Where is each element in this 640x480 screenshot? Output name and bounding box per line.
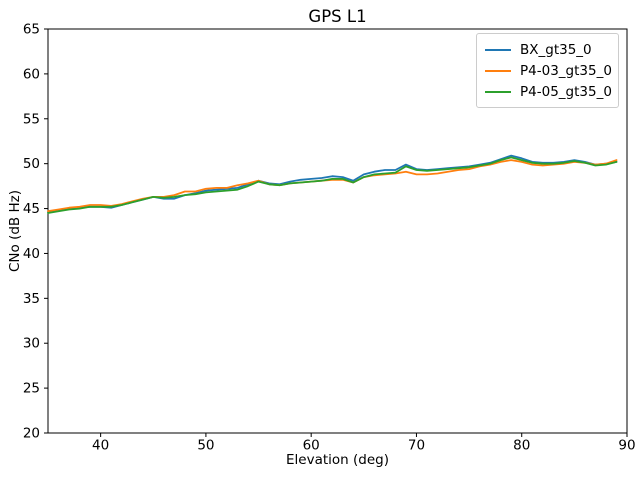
y-tick-label: 45 [23,201,40,217]
series-line-P4-05_gt35_0 [47,156,618,214]
x-tick-label: 70 [408,438,425,454]
y-tick-label: 65 [23,22,40,38]
legend-entry: P4-03_gt35_0 [485,60,612,81]
legend-line-swatch [485,90,511,93]
legend-line-swatch [485,48,511,51]
y-tick-label: 35 [23,291,40,307]
axes-frame [47,28,628,434]
y-tick-label: 40 [23,246,40,262]
y-tick-label: 55 [23,111,40,127]
x-tick-label: 80 [513,438,530,454]
series-line-P4-03_gt35_0 [47,159,618,213]
legend-label: P4-05_gt35_0 [520,83,612,100]
legend-label: BX_gt35_0 [520,41,592,58]
legend-label: P4-03_gt35_0 [520,62,612,79]
x-axis-label: Elevation (deg) [286,452,389,468]
y-tick-label: 50 [23,156,40,172]
legend: BX_gt35_0 P4-03_gt35_0 P4-05_gt35_0 [476,33,619,108]
x-tick-label: 40 [92,438,109,454]
y-tick-label: 60 [23,66,40,82]
y-axis-label: CNo (dB Hz) [7,190,23,272]
legend-entry: P4-05_gt35_0 [485,81,612,102]
x-tick-label: 50 [197,438,214,454]
y-tick-label: 20 [23,426,40,442]
x-tick-label: 60 [303,438,320,454]
legend-line-swatch [485,69,511,72]
y-tick-label: 30 [23,336,40,352]
legend-entry: BX_gt35_0 [485,39,610,60]
x-tick-label: 90 [618,438,635,454]
y-tick-label: 25 [23,381,40,397]
chart-title: GPS L1 [308,7,367,26]
